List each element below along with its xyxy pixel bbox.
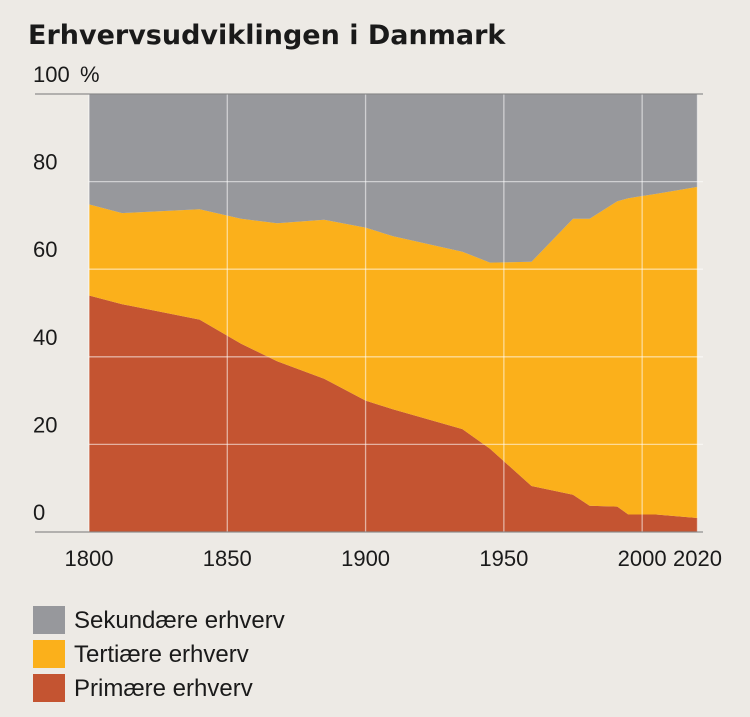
x-tick-label-1850: 1850 [203,546,252,571]
legend-swatch-sekund-re-erhverv [33,606,65,634]
x-tick-label-2000: 2000 [618,546,667,571]
x-tick-label-1800: 1800 [65,546,114,571]
y-unit-label: % [80,62,100,87]
legend-label-terti-re-erhverv: Tertiære erhverv [74,641,249,668]
axis-ticks: 0 20 40 60 80 100 % 1800 1850 1900 1950 2000 2020 [33,62,722,571]
legend-swatch-terti-re-erhverv [33,640,65,668]
legend-swatch-prim-re-erhverv [33,674,65,702]
plot-area [88,93,703,533]
chart-title: Erhvervsudviklingen i Danmark [28,20,506,51]
area-prim-re-erhverv [89,295,698,532]
legend: Sekundære erhverv Tertiære erhverv Primære… [33,606,285,702]
x-tick-label-1900: 1900 [341,546,390,571]
y-tick-label-40: 40 [33,325,57,350]
legend-label-prim-re-erhverv: Primære erhverv [74,675,253,702]
y-tick-label-60: 60 [33,237,57,262]
x-tick-label-2020: 2020 [673,546,722,571]
y-tick-label-0: 0 [33,500,45,525]
area-sekund-re-erhverv [89,94,698,263]
y-tick-label-100: 100 [33,62,70,87]
y-tick-label-20: 20 [33,412,57,437]
legend-label-sekund-re-erhverv: Sekundære erhverv [74,607,285,634]
x-tick-label-1950: 1950 [479,546,528,571]
y-tick-label-80: 80 [33,150,57,175]
